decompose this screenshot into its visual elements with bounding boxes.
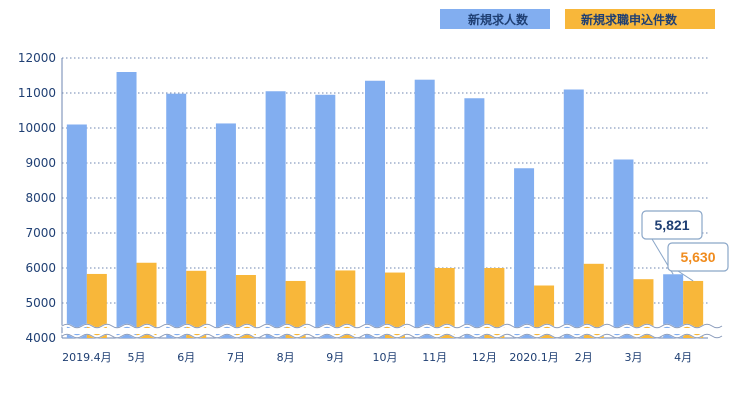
bar-job-openings <box>663 274 684 338</box>
x-tick-label: 3月 <box>624 351 642 364</box>
bar-job-applications <box>583 263 604 338</box>
bar-job-openings <box>613 159 634 338</box>
x-tick-label: 2020.1月 <box>509 351 559 364</box>
y-tick-label: 4000 <box>25 331 56 345</box>
x-tick-label: 11月 <box>422 351 447 364</box>
bar-job-openings <box>116 72 137 338</box>
bar-job-applications <box>434 268 455 338</box>
x-tick-label: 5月 <box>128 351 146 364</box>
bars <box>66 72 704 338</box>
legend: 新規求人数 新規求職申込件数 <box>440 9 715 29</box>
bar-job-openings <box>315 94 336 338</box>
callout-box <box>667 242 729 272</box>
callout-value-job-openings: 5,821 <box>654 217 689 233</box>
axis-break-wave-mask <box>61 323 723 331</box>
bar-job-applications <box>86 273 107 338</box>
x-tick-label: 8月 <box>277 351 295 364</box>
axis-break-band <box>63 328 709 334</box>
y-tick-label: 12000 <box>18 51 56 65</box>
axis-break <box>61 323 723 339</box>
callout-box <box>641 210 703 240</box>
bar-job-openings <box>514 168 535 338</box>
legend-swatch-job-openings <box>440 9 550 29</box>
y-tick-label: 8000 <box>25 191 56 205</box>
axis-break-wave-line <box>61 333 723 339</box>
bar-job-applications <box>484 268 505 338</box>
bar-job-applications <box>136 262 157 338</box>
callouts: 5,821 5,630 <box>641 210 729 282</box>
bar-job-applications <box>235 275 256 338</box>
y-tick-label: 7000 <box>25 226 56 240</box>
y-tick-label: 9000 <box>25 156 56 170</box>
axis-break-wave-line <box>61 323 723 329</box>
legend-label-job-openings: 新規求人数 <box>468 12 529 27</box>
bar-job-applications <box>385 272 405 338</box>
bar-job-applications <box>285 280 306 338</box>
bar-job-applications <box>186 270 207 338</box>
x-tick-label: 4月 <box>674 351 692 364</box>
x-tick-label: 7月 <box>227 351 245 364</box>
callout-leader <box>677 270 694 282</box>
y-tick-label: 10000 <box>18 121 56 135</box>
y-axis: 4000 5000 6000 7000 8000 9000 10000 11000 12000 <box>18 51 63 345</box>
x-tick-label: 2019.4月 <box>62 351 112 364</box>
callout-value-job-applications: 5,630 <box>680 249 715 265</box>
bar-job-openings <box>166 93 187 338</box>
bar-job-openings <box>464 98 485 338</box>
x-tick-label: 10月 <box>373 351 398 364</box>
legend-swatch-job-applications <box>565 9 715 29</box>
bar-job-openings <box>66 124 87 338</box>
x-tick-label: 9月 <box>326 351 344 364</box>
bar-job-openings <box>215 123 236 338</box>
bar-job-applications <box>335 270 356 338</box>
x-tick-label: 2月 <box>575 351 593 364</box>
bar-job-applications <box>683 280 704 338</box>
x-axis: 2019.4月 5月 6月 7月 8月 9月 10月 11月 12月 2020.1月 2月 3月 4月 <box>62 351 692 364</box>
x-tick-label: 12月 <box>472 351 497 364</box>
bar-job-openings <box>365 80 385 338</box>
legend-label-job-applications: 新規求職申込件数 <box>581 12 678 27</box>
bar-job-openings <box>265 91 286 338</box>
bar-job-openings <box>414 79 435 338</box>
y-tick-label: 6000 <box>25 261 56 275</box>
y-tick-label: 11000 <box>18 86 56 100</box>
bar-job-applications <box>633 279 654 338</box>
y-tick-label: 5000 <box>25 296 56 310</box>
bar-job-openings <box>563 89 584 338</box>
x-tick-label: 6月 <box>177 351 195 364</box>
axis-break-wave-mask <box>61 331 723 339</box>
